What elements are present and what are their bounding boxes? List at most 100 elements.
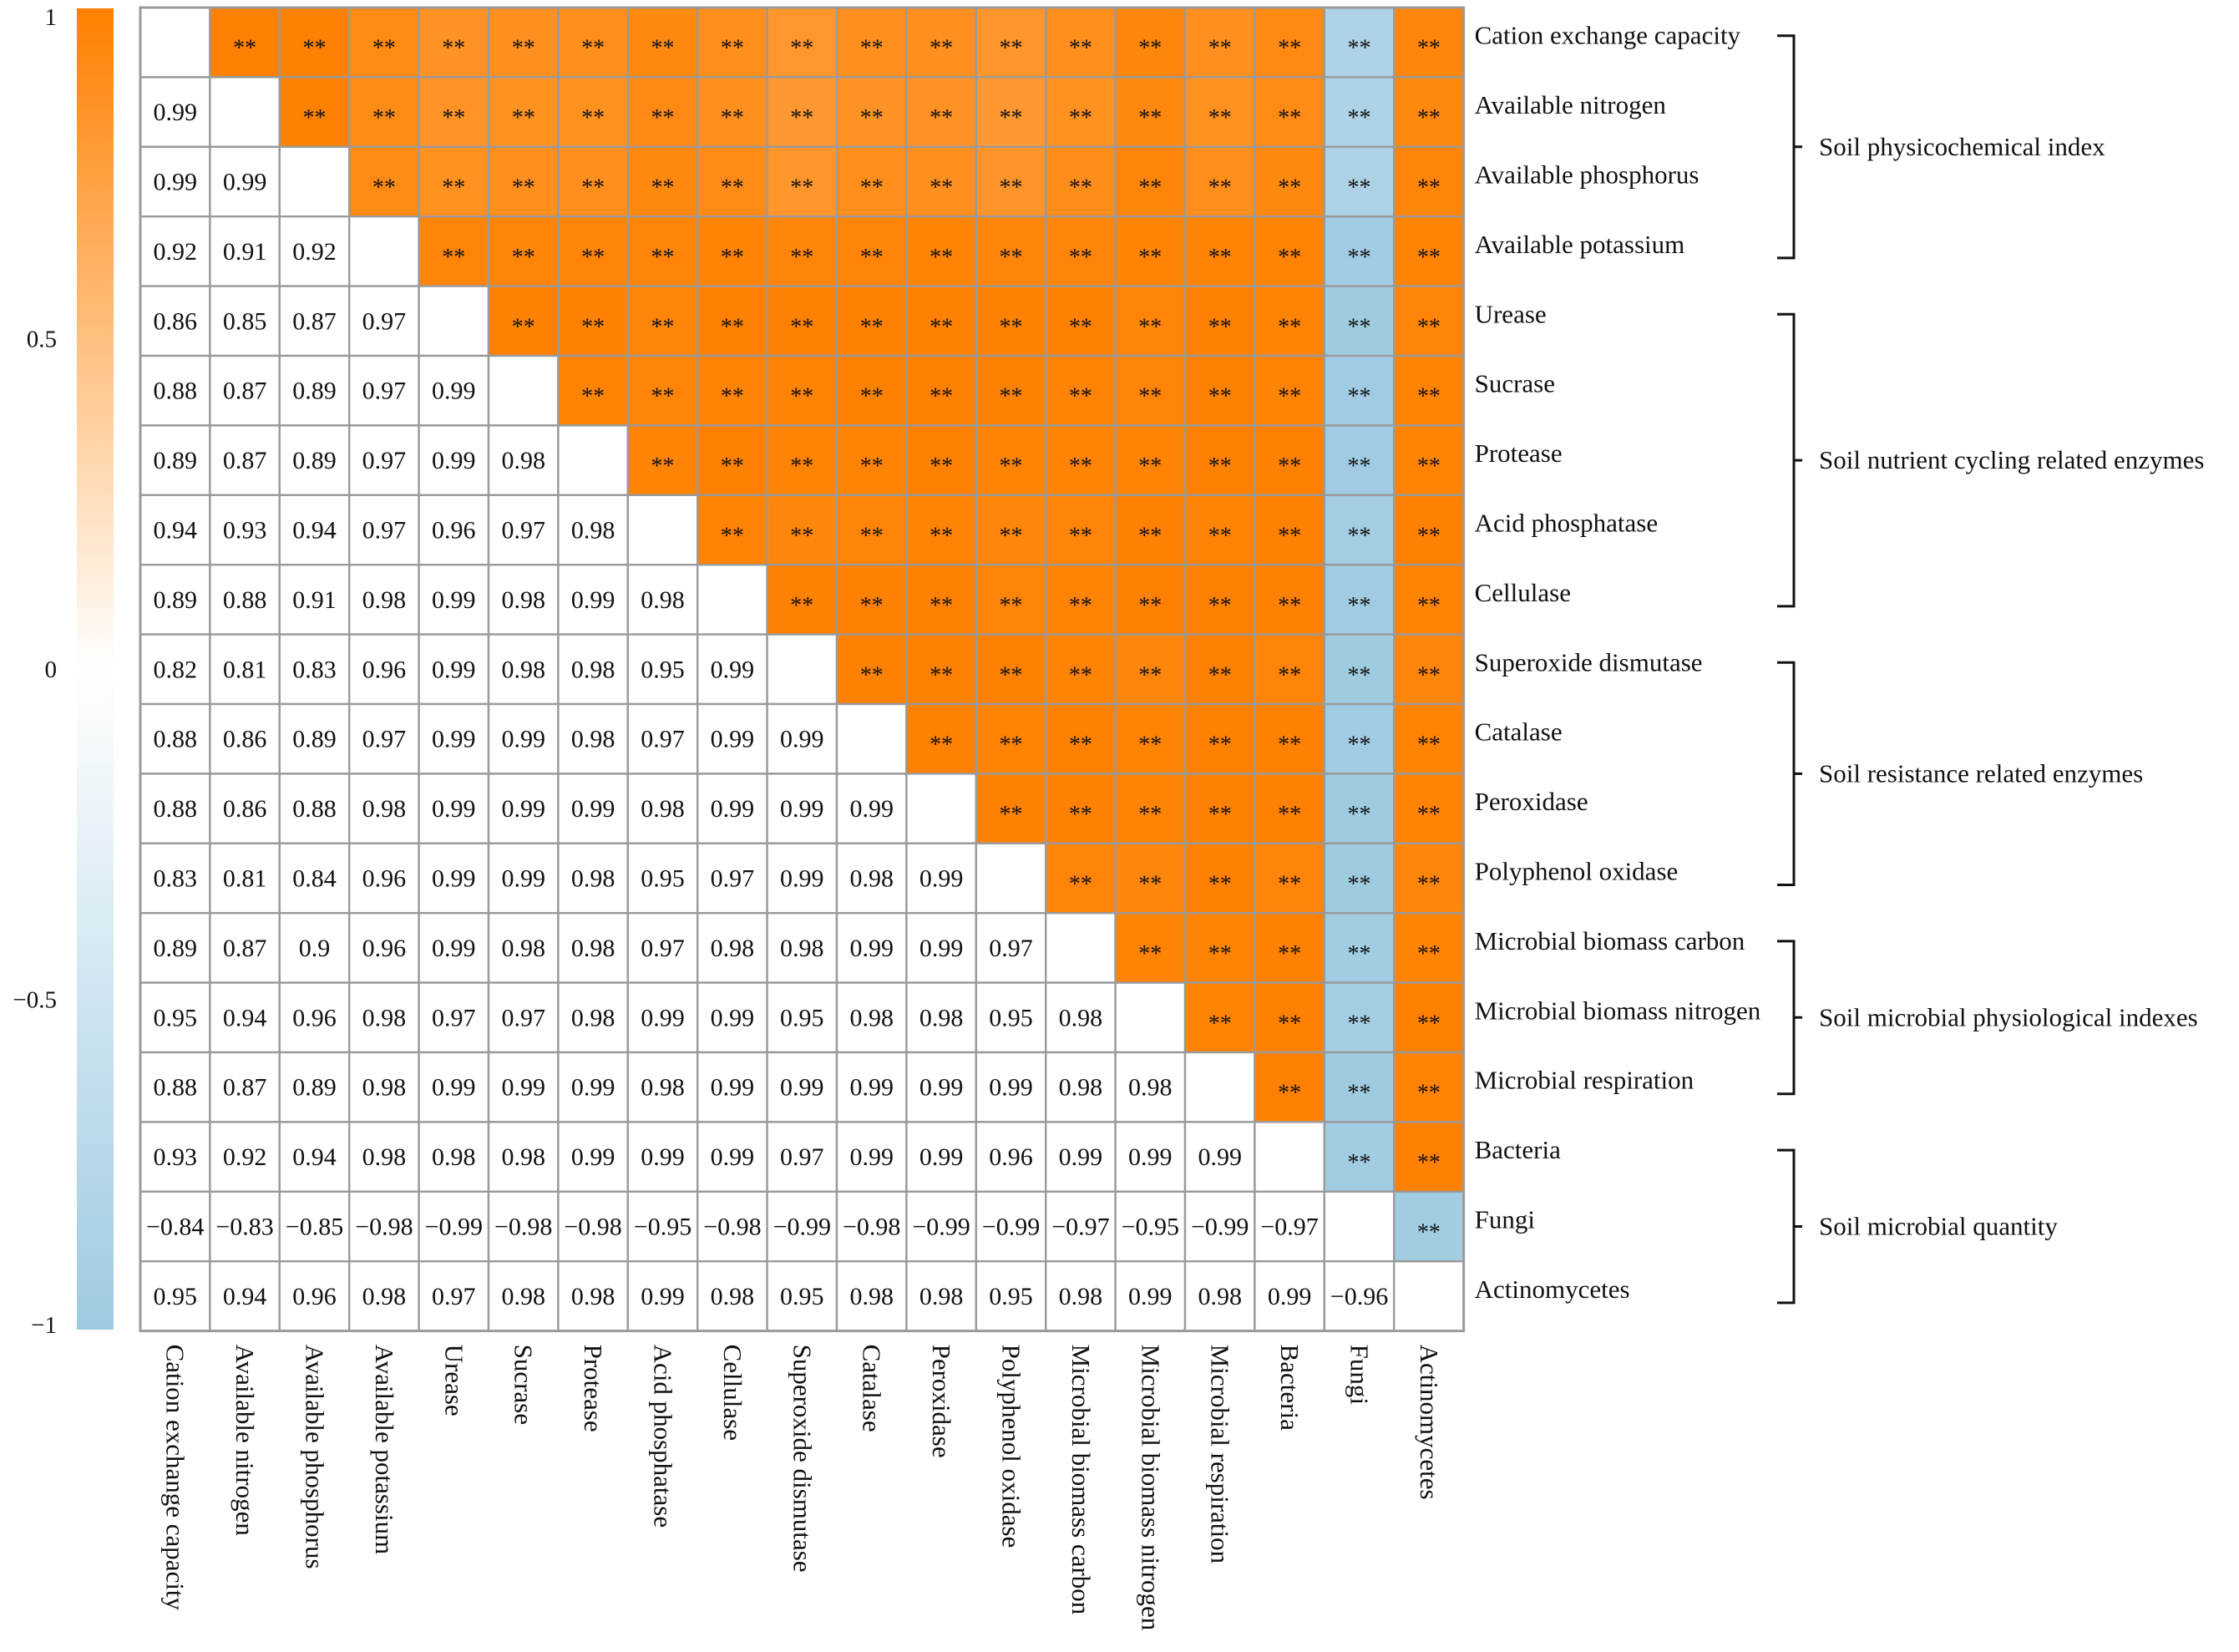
significance-cell	[557, 145, 630, 218]
correlation-value: 0.98	[1059, 1074, 1103, 1102]
correlation-value: 0.99	[223, 169, 267, 196]
correlation-cell	[139, 773, 211, 845]
significance-marker: **	[721, 105, 744, 131]
significance-cell	[1044, 773, 1117, 845]
significance-cell	[1114, 842, 1187, 915]
correlation-value: 0.99	[153, 169, 197, 196]
significance-cell	[835, 145, 908, 218]
correlation-cell	[905, 842, 978, 915]
significance-cell	[1323, 494, 1396, 566]
group-brackets: Soil physicochemical index Soil nutrient …	[1777, 34, 2204, 1305]
correlation-cell	[139, 145, 211, 218]
correlation-value: 0.98	[641, 795, 685, 823]
correlation-value: 0.91	[292, 586, 337, 614]
correlation-cell	[139, 215, 211, 287]
correlation-value: 0.98	[362, 1074, 407, 1102]
row-label: Microbial biomass nitrogen	[1475, 996, 1761, 1025]
correlation-cell	[557, 702, 630, 775]
correlation-cell	[766, 842, 838, 915]
correlation-value: 0.96	[432, 517, 476, 545]
diagonal-cell	[209, 76, 281, 149]
group-label: Soil nutrient cycling related enzymes	[1819, 445, 2204, 474]
significance-marker: **	[1069, 732, 1092, 758]
diagonal-cell	[487, 354, 560, 427]
significance-cell	[557, 354, 630, 427]
significance-marker: **	[1278, 662, 1301, 688]
correlation-value: 0.98	[362, 795, 407, 823]
significance-marker: **	[1208, 662, 1232, 688]
correlation-value: 0.89	[292, 726, 337, 753]
significance-cell	[1392, 76, 1465, 149]
significance-marker: **	[1208, 1011, 1232, 1036]
correlation-value: 0.98	[849, 1004, 894, 1031]
correlation-value: 0.99	[849, 935, 894, 962]
correlation-value: 0.98	[501, 935, 545, 962]
diagonal-cell	[766, 633, 838, 706]
correlation-value: 0.95	[641, 656, 685, 683]
correlation-value: 0.99	[641, 1004, 685, 1031]
correlation-value: 0.99	[432, 726, 476, 753]
correlation-cell	[348, 981, 420, 1054]
row-label: Sucrase	[1475, 369, 1555, 398]
significance-marker: **	[1348, 524, 1371, 550]
correlation-cell	[139, 702, 211, 775]
significance-cell	[1392, 215, 1465, 287]
significance-cell	[1044, 76, 1117, 149]
significance-marker: **	[1069, 105, 1092, 131]
diagonal-cell	[975, 842, 1047, 915]
correlation-cell	[139, 564, 211, 636]
correlation-value: −0.99	[773, 1214, 831, 1241]
significance-cell	[278, 76, 351, 149]
significance-cell	[1254, 702, 1326, 775]
row-labels: Cation exchange capacity Available nitrog…	[1475, 21, 1761, 1304]
significance-cell	[975, 215, 1047, 287]
significance-marker: **	[1208, 454, 1232, 479]
significance-cell	[1392, 1051, 1465, 1123]
correlation-value: 0.99	[849, 1143, 894, 1171]
correlation-value: 0.89	[292, 1074, 337, 1102]
correlation-value: 0.95	[780, 1004, 824, 1031]
correlation-cell	[697, 1259, 768, 1332]
correlation-cell	[139, 285, 211, 357]
correlation-cell	[626, 1121, 699, 1193]
significance-marker: **	[1000, 454, 1023, 479]
significance-marker: **	[930, 105, 953, 131]
significance-marker: **	[1348, 1150, 1371, 1176]
correlation-value: 0.99	[432, 378, 476, 405]
correlation-value: 0.88	[292, 795, 337, 823]
correlation-value: −0.97	[1260, 1214, 1318, 1241]
correlation-value: 0.89	[153, 447, 197, 474]
significance-marker: **	[1000, 36, 1023, 62]
correlation-cell	[835, 981, 908, 1054]
significance-cell	[975, 145, 1047, 218]
significance-cell	[1114, 702, 1187, 775]
heatmap-cells: ** ** ** ** ** ** ** ** ** ** ** ** ** ** ** ** ** ** 0.99…	[139, 6, 1466, 1333]
significance-marker: **	[1138, 662, 1162, 688]
row-label: Available phosphorus	[1475, 160, 1700, 190]
correlation-value: 0.98	[849, 1283, 894, 1310]
correlation-value: 0.96	[362, 935, 407, 962]
significance-marker: **	[1348, 1011, 1371, 1036]
significance-cell	[905, 702, 978, 775]
column-label: Urease	[439, 1345, 469, 1416]
correlation-value: 0.98	[501, 447, 545, 474]
significance-marker: **	[721, 314, 744, 340]
correlation-value: 0.99	[432, 656, 476, 683]
significance-marker: **	[442, 36, 465, 62]
row-label: Cellulase	[1475, 578, 1571, 607]
significance-marker: **	[1069, 36, 1092, 62]
correlation-cell	[418, 1259, 490, 1332]
correlation-cell	[975, 911, 1047, 984]
significance-marker: **	[442, 245, 465, 271]
correlation-value: −0.98	[843, 1214, 900, 1241]
correlation-value: 0.99	[1128, 1283, 1173, 1310]
colorbar: 1 0.5 0 −0.5 −1	[13, 4, 114, 1339]
significance-marker: **	[442, 175, 465, 201]
significance-marker: **	[1208, 872, 1232, 898]
correlation-value: 0.93	[153, 1143, 197, 1171]
correlation-value: 0.99	[641, 1143, 685, 1171]
group-bracket	[1777, 661, 1802, 886]
column-label: Microbial biomass carbon	[1066, 1345, 1096, 1615]
correlation-value: 0.94	[292, 1143, 337, 1171]
correlation-value: 0.98	[362, 1283, 407, 1310]
